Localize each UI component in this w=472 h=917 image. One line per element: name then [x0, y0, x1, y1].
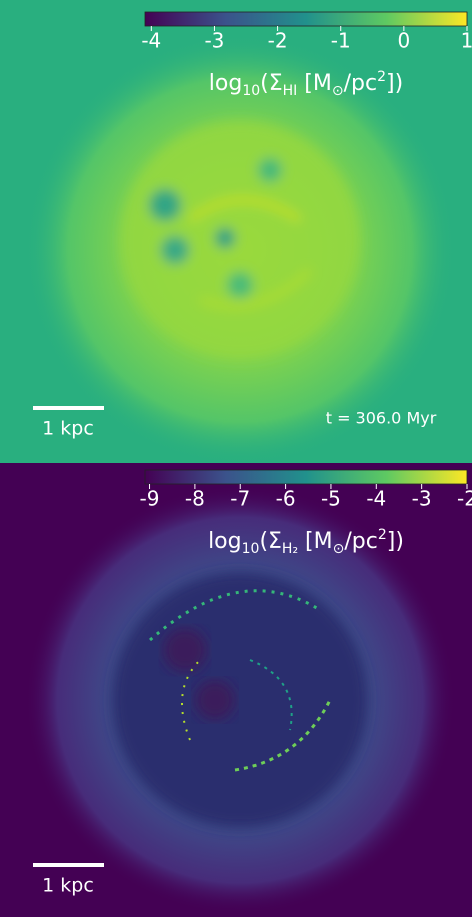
colorbar-tick-label: -8 [185, 487, 205, 511]
colorbar-tick-label: 1 [461, 29, 472, 53]
colorbar-tick-label: -7 [230, 487, 250, 511]
colorbar-label-part: /pc [344, 71, 377, 96]
colorbar-tick-label: -9 [140, 487, 160, 511]
colorbar [145, 12, 467, 26]
time-annotation: t = 306.0 Myr [326, 409, 437, 428]
colorbar-label-part: 10 [242, 541, 260, 557]
colorbar-label-part: 10 [242, 83, 260, 99]
colorbar-tick-label: 0 [397, 29, 410, 53]
colorbar-tick-label: -4 [366, 487, 386, 511]
colorbar-tick-label: -3 [204, 29, 224, 53]
colorbar-label-part: HI [283, 83, 298, 99]
colorbar-tick-label: -2 [457, 487, 472, 511]
colorbar-tick-label: -4 [141, 29, 161, 53]
colorbar-label-part: ⊙ [332, 83, 344, 99]
colorbar-label: log10(ΣH₂ [M⊙/pc2]) [208, 527, 404, 557]
galaxy-structure [120, 120, 360, 360]
colorbar-tick-label: -3 [412, 487, 432, 511]
colorbar [145, 470, 467, 484]
scalebar [33, 863, 104, 867]
galaxy-structure [112, 572, 368, 828]
colorbar-label-part: (Σ [259, 529, 281, 554]
colorbar-label-part: log [209, 71, 243, 96]
colorbar-label: log10(ΣHI [M⊙/pc2]) [209, 69, 403, 99]
colorbar-tick-label: -1 [331, 29, 351, 53]
scalebar-label: 1 kpc [42, 418, 94, 440]
panel-hi: -4 -3 -2 -1 0 1 log10(ΣHI [M⊙/pc2]) 1 kpc t = 30… [0, 0, 472, 465]
figure: -4-3-2-101log10(ΣHI [M⊙/pc2])1 kpct = 30… [0, 0, 472, 917]
scalebar [33, 406, 104, 410]
colorbar-tick-label: -5 [321, 487, 341, 511]
colorbar-tick-label: -2 [268, 29, 288, 53]
colorbar-label-part: log [208, 529, 242, 554]
colorbar-label-part: ]) [386, 71, 403, 96]
colorbar-label-part: [M [297, 71, 332, 96]
colorbar-label-part: ⊙ [333, 541, 345, 557]
colorbar-label-part: 2 [377, 69, 386, 85]
scalebar-label: 1 kpc [42, 875, 94, 897]
colorbar-tick-label: -6 [276, 487, 296, 511]
panel-h2: -9 -8 -7 -6 -5 -4 -3 -2 log10(ΣH₂ [M⊙/pc2]) 1 kpc [0, 463, 472, 917]
colorbar-label-part: [M [298, 529, 333, 554]
colorbar-label-part: (Σ [260, 71, 282, 96]
colorbar-label-part: 2 [378, 527, 387, 543]
colorbar-label-part: ]) [387, 529, 404, 554]
colorbar-label-part: H₂ [282, 541, 298, 557]
colorbar-label-part: /pc [344, 529, 377, 554]
